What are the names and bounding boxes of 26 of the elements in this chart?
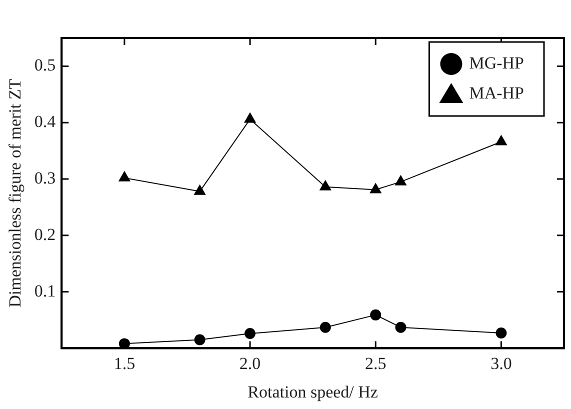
y-tick-label: 0.1 [34, 281, 56, 300]
point [370, 182, 382, 194]
point [496, 327, 507, 338]
y-tick-label: 0.5 [34, 56, 56, 75]
point [244, 112, 256, 123]
x-tick-label: 1.5 [114, 354, 136, 373]
point [194, 184, 206, 195]
point [370, 309, 382, 320]
x-tick-label: 2.5 [364, 354, 386, 373]
point [394, 174, 407, 186]
point [320, 322, 331, 333]
y-tick-label: 0.4 [34, 112, 56, 132]
point [495, 134, 508, 146]
point [395, 322, 406, 333]
x-axis-title: Rotation speed/ Hz [248, 382, 378, 402]
point [319, 180, 332, 190]
point [118, 170, 131, 182]
y-axis-title: Dimensionless figure of merit ZT [6, 78, 25, 308]
x-tick-label: 2.0 [239, 354, 261, 373]
legend-label: MG-HP [469, 53, 524, 72]
legend-label: MA-HP [469, 83, 524, 102]
x-tick-label: 3.0 [490, 354, 512, 373]
point [194, 334, 206, 346]
y-tick-label: 0.3 [34, 168, 56, 188]
point [244, 328, 256, 340]
y-tick-label: 0.2 [34, 224, 56, 244]
